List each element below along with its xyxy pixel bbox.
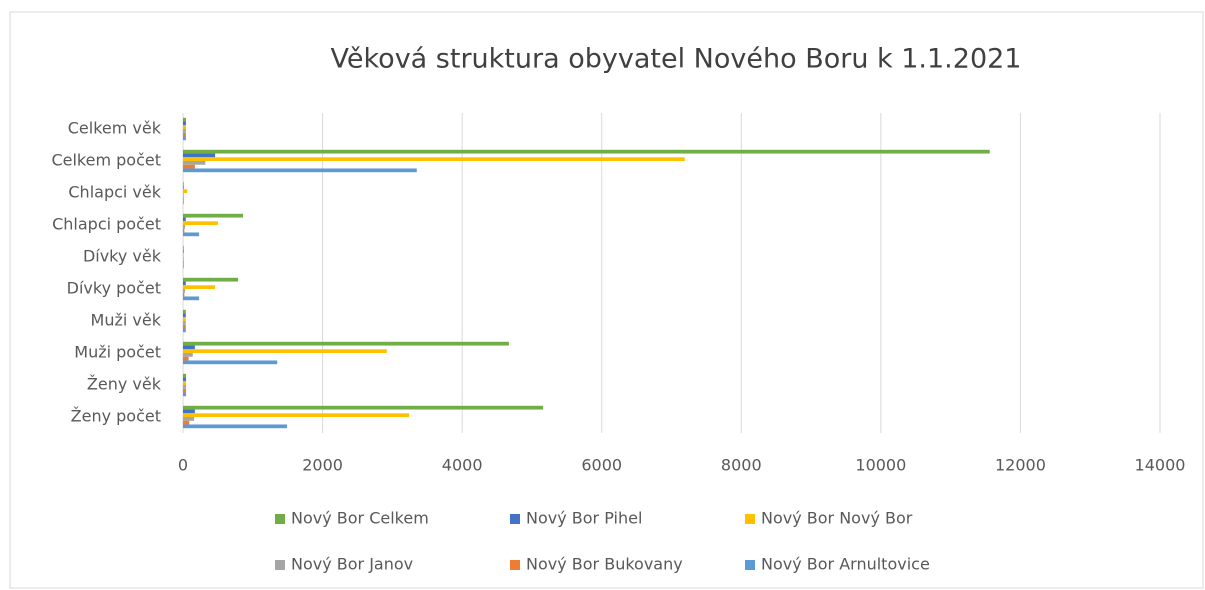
bar (183, 185, 184, 190)
bar (183, 381, 187, 385)
bar (183, 324, 186, 329)
bar (183, 168, 417, 173)
bar (183, 281, 186, 286)
bar (183, 149, 990, 154)
bar (183, 132, 186, 137)
legend-swatch (510, 560, 520, 570)
bar (183, 200, 184, 205)
bar (183, 193, 184, 197)
y-tick-label: Chlapci věk (68, 183, 161, 202)
y-tick-label: Muži věk (91, 311, 162, 330)
y-tick-label: Celkem počet (51, 151, 161, 170)
legend-swatch (275, 514, 285, 524)
bar (183, 196, 184, 201)
bar (183, 424, 287, 429)
bar (183, 232, 200, 237)
bar (183, 345, 195, 350)
bar (183, 373, 187, 378)
bar (183, 420, 190, 425)
bar (183, 121, 186, 126)
bar (183, 245, 184, 250)
bar (183, 356, 189, 361)
bar (183, 164, 195, 169)
legend-label: Nový Bor Celkem (291, 509, 429, 528)
y-tick-label: Dívky počet (67, 279, 161, 298)
bar (183, 349, 387, 353)
bar (183, 341, 509, 346)
bar (183, 213, 244, 218)
x-tick-label: 14000 (1135, 456, 1186, 475)
bar (183, 221, 218, 225)
chart-frame (9, 11, 1204, 589)
y-tick-label: Muži počet (74, 343, 161, 362)
bar (183, 117, 186, 122)
bar (183, 136, 186, 141)
legend-label: Nový Bor Arnultovice (761, 555, 930, 574)
bar (183, 313, 186, 318)
legend-label: Nový Bor Nový Bor (761, 509, 913, 528)
bar (183, 285, 216, 289)
x-tick-label: 4000 (442, 456, 483, 475)
bar (183, 292, 185, 297)
bar (183, 296, 200, 301)
y-tick-label: Chlapci počet (52, 215, 161, 234)
x-tick-label: 12000 (995, 456, 1046, 475)
x-tick-label: 0 (178, 456, 188, 475)
bar (183, 189, 188, 193)
x-tick-label: 2000 (302, 456, 343, 475)
bar (183, 129, 186, 133)
x-tick-label: 10000 (855, 456, 906, 475)
bar (183, 153, 216, 158)
x-tick-label: 8000 (721, 456, 762, 475)
bar (183, 317, 186, 321)
bar (183, 161, 206, 165)
bar (183, 409, 195, 414)
bar (183, 157, 685, 161)
y-tick-label: Ženy věk (87, 375, 162, 394)
legend-swatch (510, 514, 520, 524)
bar (183, 385, 187, 389)
legend-label: Nový Bor Bukovany (526, 555, 683, 574)
bar (183, 388, 187, 393)
bar (183, 405, 544, 410)
y-tick-label: Celkem věk (68, 119, 162, 138)
y-tick-label: Dívky věk (83, 247, 162, 266)
bar (183, 181, 184, 186)
bar (183, 225, 186, 229)
bar (183, 264, 184, 269)
bar (183, 377, 187, 382)
bar (183, 260, 184, 265)
bar (183, 353, 193, 357)
x-tick-label: 6000 (581, 456, 622, 475)
bar (183, 321, 186, 325)
legend-swatch (275, 560, 285, 570)
y-tick-label: Ženy počet (71, 407, 161, 426)
bar (183, 217, 186, 222)
bar (183, 228, 185, 233)
legend-swatch (745, 514, 755, 524)
bar (183, 125, 186, 129)
bar (183, 257, 184, 261)
legend-swatch (745, 560, 755, 570)
bar (183, 392, 187, 397)
legend-label: Nový Bor Pihel (526, 509, 642, 528)
bar (183, 360, 278, 365)
legend-label: Nový Bor Janov (291, 555, 413, 574)
bar (183, 413, 410, 417)
bar (183, 253, 184, 257)
bar (183, 249, 184, 254)
bar (183, 309, 186, 314)
chart-title: Věková struktura obyvatel Nového Boru k … (331, 44, 1022, 75)
bar (183, 417, 195, 421)
bar (183, 289, 186, 293)
bar (183, 328, 186, 333)
bar (183, 277, 239, 282)
